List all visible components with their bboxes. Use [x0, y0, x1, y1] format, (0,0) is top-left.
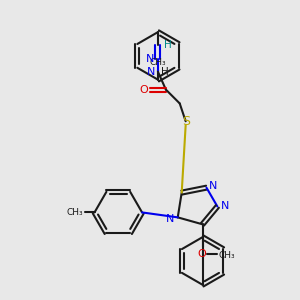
- Text: O: O: [197, 249, 206, 259]
- Text: S: S: [182, 115, 190, 128]
- Text: CH₃: CH₃: [219, 250, 236, 260]
- Text: CH₃: CH₃: [150, 58, 166, 67]
- Text: H: H: [161, 67, 169, 77]
- Text: N: N: [166, 214, 174, 224]
- Text: N: N: [146, 54, 154, 64]
- Text: H: H: [164, 40, 172, 50]
- Text: N: N: [209, 181, 218, 191]
- Text: N: N: [221, 202, 230, 212]
- Text: CH₃: CH₃: [66, 208, 83, 217]
- Text: O: O: [140, 85, 148, 94]
- Text: N: N: [147, 67, 155, 77]
